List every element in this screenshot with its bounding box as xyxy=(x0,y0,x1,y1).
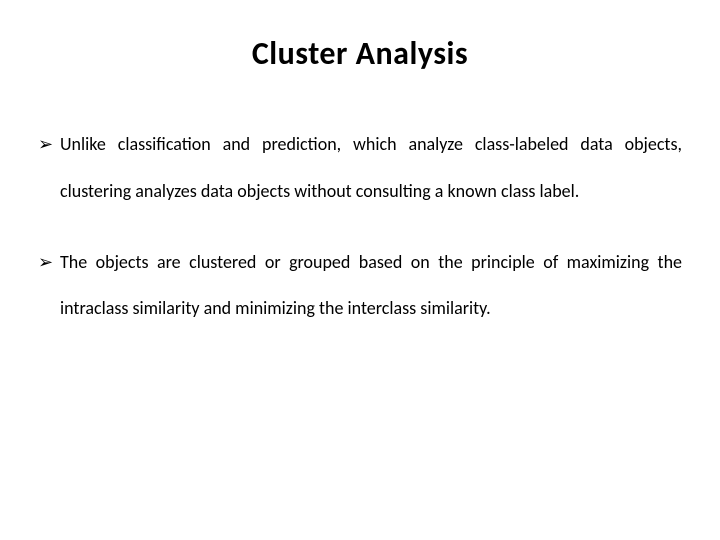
slide-title: Cluster Analysis xyxy=(38,34,682,73)
bullet-marker-icon: ➢ xyxy=(38,121,53,168)
bullet-list: ➢ Unlike classification and prediction, … xyxy=(38,121,682,332)
bullet-item: ➢ Unlike classification and prediction, … xyxy=(38,121,682,215)
bullet-text: Unlike classification and prediction, wh… xyxy=(60,133,682,202)
bullet-item: ➢ The objects are clustered or grouped b… xyxy=(38,239,682,333)
slide-container: Cluster Analysis ➢ Unlike classification… xyxy=(0,0,720,540)
bullet-text: The objects are clustered or grouped bas… xyxy=(60,251,682,320)
bullet-marker-icon: ➢ xyxy=(38,239,53,286)
